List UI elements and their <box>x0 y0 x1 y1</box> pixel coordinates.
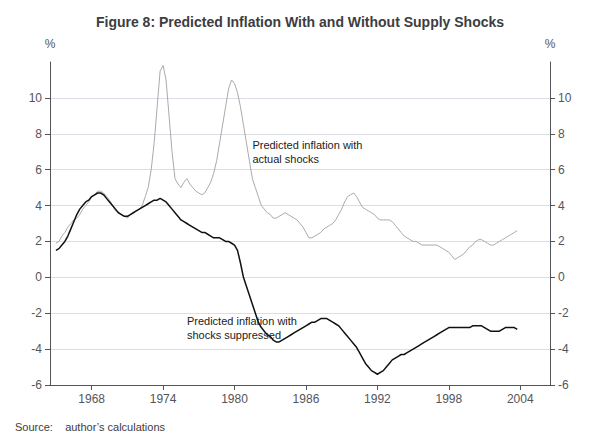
svg-text:1998: 1998 <box>435 392 462 406</box>
svg-text:0: 0 <box>35 270 42 284</box>
svg-text:-4: -4 <box>558 342 569 356</box>
svg-text:%: % <box>545 37 556 51</box>
svg-text:4: 4 <box>35 199 42 213</box>
svg-text:4: 4 <box>558 199 565 213</box>
svg-text:2004: 2004 <box>507 392 534 406</box>
svg-text:6: 6 <box>35 163 42 177</box>
svg-text:0: 0 <box>558 270 565 284</box>
svg-text:10: 10 <box>29 91 43 105</box>
svg-text:-4: -4 <box>31 342 42 356</box>
svg-text:actual shocks: actual shocks <box>252 153 319 165</box>
svg-text:-2: -2 <box>31 306 42 320</box>
svg-text:10: 10 <box>558 91 572 105</box>
svg-text:8: 8 <box>558 127 565 141</box>
svg-text:8: 8 <box>35 127 42 141</box>
svg-text:-6: -6 <box>31 378 42 392</box>
svg-text:1992: 1992 <box>364 392 391 406</box>
svg-text:Predicted inflation with: Predicted inflation with <box>187 315 297 327</box>
svg-text:1968: 1968 <box>78 392 105 406</box>
svg-text:2: 2 <box>558 234 565 248</box>
svg-text:-6: -6 <box>558 378 569 392</box>
svg-text:Predicted inflation with: Predicted inflation with <box>252 139 362 151</box>
svg-text:2: 2 <box>35 234 42 248</box>
svg-text:6: 6 <box>558 163 565 177</box>
svg-text:1974: 1974 <box>150 392 177 406</box>
svg-text:%: % <box>45 37 56 51</box>
svg-text:1986: 1986 <box>293 392 320 406</box>
svg-text:Source: author’s calculatio: Source: author’s calculations <box>15 421 166 433</box>
svg-text:-2: -2 <box>558 306 569 320</box>
svg-text:shocks suppressed: shocks suppressed <box>187 329 281 341</box>
svg-text:Figure 8: Predicted Inflation: Figure 8: Predicted Inflation With and W… <box>96 14 504 30</box>
svg-text:1980: 1980 <box>221 392 248 406</box>
